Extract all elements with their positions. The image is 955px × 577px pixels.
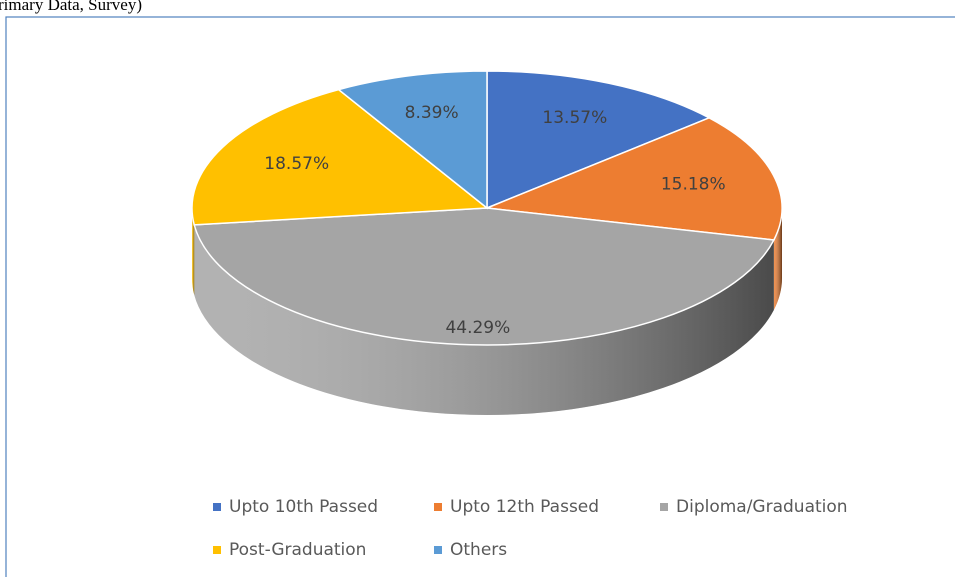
source-note: rimary Data, Survey) bbox=[0, 0, 142, 14]
legend-swatch bbox=[660, 503, 668, 511]
pie-slice bbox=[486, 117, 783, 241]
legend-label: Upto 10th Passed bbox=[229, 497, 378, 517]
legend-label: Others bbox=[450, 540, 507, 560]
data-label: 18.57% bbox=[264, 154, 329, 174]
data-label: 44.29% bbox=[445, 318, 510, 338]
data-label: 8.39% bbox=[405, 103, 459, 123]
slice-side-shade bbox=[194, 224, 774, 416]
pie-slice bbox=[193, 207, 776, 346]
legend-swatch bbox=[213, 503, 221, 511]
legend-swatch bbox=[434, 503, 442, 511]
slice-side-shade bbox=[192, 208, 195, 295]
pie-slice bbox=[191, 88, 490, 226]
slice-side-shade bbox=[773, 208, 783, 310]
data-label: 15.18% bbox=[661, 174, 726, 194]
chart-frame bbox=[5, 16, 955, 577]
legend-label: Upto 12th Passed bbox=[450, 497, 599, 517]
pie-slice bbox=[336, 70, 488, 210]
data-label: 13.57% bbox=[542, 108, 607, 128]
pie-slice bbox=[486, 70, 711, 210]
legend-swatch bbox=[213, 546, 221, 554]
legend-label: Post-Graduation bbox=[229, 540, 366, 560]
legend-swatch bbox=[434, 546, 442, 554]
legend-label: Diploma/Graduation bbox=[676, 497, 848, 517]
